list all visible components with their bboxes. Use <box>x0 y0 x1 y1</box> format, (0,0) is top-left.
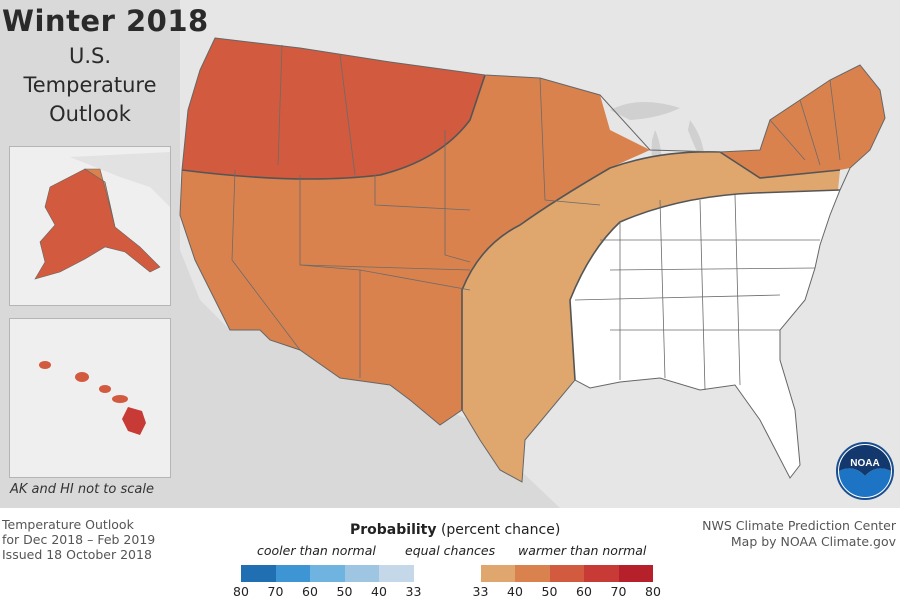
contour-50 <box>181 74 486 180</box>
legend-tick: 40 <box>371 584 387 599</box>
map-subtitle: U.S. Temperature Outlook <box>10 42 170 129</box>
legend-title: Probability (percent chance) <box>350 522 560 538</box>
legend-warmer-label: warmer than normal <box>518 543 647 558</box>
contour-40 <box>461 151 841 410</box>
legend-tick: 70 <box>267 584 284 599</box>
legend-swatch-warm <box>515 565 550 582</box>
legend-tick: 33 <box>405 584 422 599</box>
legend-tick: 80 <box>645 584 661 599</box>
legend-tick: 33 <box>472 584 489 599</box>
region-33-40 <box>462 151 840 483</box>
footer-right-line: NWS Climate Prediction Center <box>702 518 896 533</box>
outlook-details: Temperature Outlook for Dec 2018 – Feb 2… <box>2 517 155 562</box>
region-equal-chances <box>570 190 840 478</box>
region-50-60 <box>182 38 485 179</box>
alaska-warm-40-50 <box>83 168 116 228</box>
map-title: Winter 2018 <box>2 4 209 38</box>
noaa-logo[interactable]: NOAA <box>836 442 894 500</box>
legend-swatch-warm <box>618 565 653 582</box>
noaa-seagull-icon: NOAA <box>836 442 894 500</box>
outlook-map: Winter 2018 U.S. Temperature Outlook AK … <box>0 0 900 508</box>
legend-color-bar <box>241 565 653 582</box>
hawaii-big-island <box>122 407 146 435</box>
footer: Temperature Outlook for Dec 2018 – Feb 2… <box>0 508 900 600</box>
region-40-50-northeast <box>720 65 885 178</box>
legend-title-rest: (percent chance) <box>440 522 561 538</box>
credits: NWS Climate Prediction Center Map by NOA… <box>702 518 896 550</box>
subtitle-line: Temperature <box>23 73 157 97</box>
footer-left-line: Issued 18 October 2018 <box>2 547 152 562</box>
legend-swatch-cool <box>344 565 379 582</box>
legend-swatch-cool <box>379 565 414 582</box>
legend-tick: 80 <box>233 584 249 599</box>
legend-swatch-warm <box>584 565 619 582</box>
hawaii-map <box>39 361 146 435</box>
legend-cooler-label: cooler than normal <box>257 543 376 558</box>
noaa-logo-text: NOAA <box>850 458 879 469</box>
legend-swatch-warm <box>549 565 584 582</box>
legend-swatch-cool <box>310 565 345 582</box>
legend-tick: 50 <box>336 584 353 599</box>
us-outline <box>179 37 886 483</box>
legend-swatch-equal <box>413 565 481 582</box>
legend-title-bold: Probability <box>350 522 437 538</box>
hawaii-inset <box>9 318 171 478</box>
footer-left-line: Temperature Outlook <box>2 517 134 532</box>
contour-33 <box>569 189 841 381</box>
alaska-inset <box>9 146 171 306</box>
legend-swatch-cool <box>241 565 276 582</box>
scale-note: AK and HI not to scale <box>10 482 154 497</box>
legend-tick: 70 <box>610 584 627 599</box>
subtitle-line: Outlook <box>49 102 131 126</box>
legend-equal-label: equal chances <box>405 543 496 558</box>
legend-tick: 40 <box>507 584 523 599</box>
footer-right-line: Map by NOAA Climate.gov <box>730 534 896 549</box>
state-boundaries <box>231 44 841 391</box>
legend-tick: 50 <box>541 584 558 599</box>
legend-swatch-cool <box>275 565 310 582</box>
legend-tick: 60 <box>576 584 592 599</box>
alaska-map <box>10 147 170 305</box>
region-40-50-west <box>180 75 650 425</box>
legend-tick: 60 <box>302 584 318 599</box>
us-map-svg <box>179 0 900 508</box>
footer-left-line: for Dec 2018 – Feb 2019 <box>2 532 156 547</box>
legend-swatch-warm <box>480 565 515 582</box>
subtitle-line: U.S. <box>68 44 112 68</box>
